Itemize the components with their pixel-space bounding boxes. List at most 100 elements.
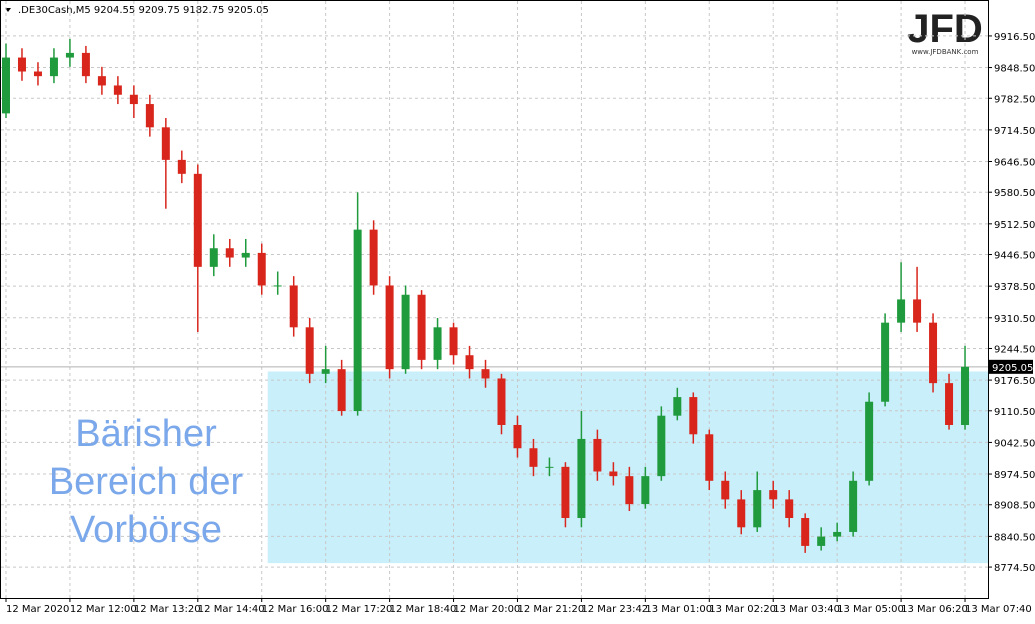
candle-body (961, 366, 970, 425)
candle-body (817, 536, 826, 546)
y-tick-label: 9848.50 (994, 64, 1035, 75)
candle-body (273, 285, 282, 287)
y-tick-label: 9042.50 (994, 438, 1035, 449)
price-tag-label: 9205.05 (992, 363, 1033, 374)
zone-label: Bereich der (49, 461, 244, 503)
zone-label: Bärisher (75, 413, 217, 455)
x-tick-label: 12 Mar 23:42 (581, 604, 648, 615)
header-arrow (5, 8, 11, 12)
x-tick-label: 12 Mar 17:20 (326, 604, 393, 615)
x-tick-label: 12 Mar 14:40 (198, 604, 265, 615)
candle-body (465, 355, 474, 370)
candle-body (97, 76, 106, 86)
candle-body (625, 476, 634, 505)
candle-body (177, 159, 186, 174)
header: .DE30Cash,M5 9204.55 9209.75 9182.75 920… (18, 5, 269, 16)
x-tick-label: 13 Mar 02:20 (709, 604, 776, 615)
candle-body (913, 299, 922, 323)
y-tick-label: 9110.50 (994, 407, 1035, 418)
zone-label: Vorbörse (70, 509, 222, 551)
candle-body (33, 71, 42, 77)
candle-body (321, 369, 330, 374)
y-tick-label: 8774.50 (994, 563, 1035, 574)
candle-body (769, 490, 778, 500)
candle-body (401, 294, 410, 370)
candle-body (801, 518, 810, 546)
candle-body (497, 378, 506, 425)
candle-body (225, 248, 234, 258)
candle-body (145, 104, 154, 128)
y-tick-label: 9176.50 (994, 376, 1035, 387)
candle-body (929, 322, 938, 384)
candle-body (193, 173, 202, 267)
x-tick-label: 13 Mar 01:00 (645, 604, 712, 615)
y-tick-label: 8840.50 (994, 532, 1035, 543)
candle-body (241, 252, 250, 258)
candle-body (849, 480, 858, 532)
x-tick-label: 12 Mar 16:00 (262, 604, 329, 615)
x-tick-label: 12 Mar 20:00 (454, 604, 521, 615)
candle-body (209, 248, 218, 267)
candle-body (369, 229, 378, 286)
candle-body (289, 285, 298, 328)
x-tick-label: 12 Mar 2020 (6, 604, 69, 615)
y-tick-label: 8974.50 (994, 470, 1035, 481)
candle-body (561, 466, 570, 519)
logo-site: www.JFDBANK.com (912, 48, 979, 56)
x-tick-label: 12 Mar 21:20 (517, 604, 584, 615)
x-tick-label: 13 Mar 07:40 (965, 604, 1032, 615)
y-tick-label: 8908.50 (994, 501, 1035, 512)
y-tick-label: 9378.50 (994, 282, 1035, 293)
candle-body (129, 94, 138, 105)
candle-body (161, 127, 170, 160)
candle-body (833, 531, 842, 537)
plot-frame (0, 0, 989, 599)
x-tick-label: 13 Mar 06:20 (901, 604, 968, 615)
y-tick-label: 9714.50 (994, 126, 1035, 137)
candle-body (657, 415, 666, 477)
candle-body (785, 499, 794, 519)
candle-body (481, 369, 490, 379)
candle-body (593, 438, 602, 472)
candle-body (545, 466, 554, 468)
candle-body (673, 397, 682, 416)
candle-body (49, 57, 58, 77)
candle-body (65, 52, 74, 58)
price-tag (989, 359, 1033, 374)
candle-body (449, 327, 458, 356)
candle-body (721, 480, 730, 500)
candle-body (945, 383, 954, 425)
y-tick-label: 9244.50 (994, 344, 1035, 355)
candle-body (257, 252, 266, 286)
candle-body (337, 369, 346, 412)
candle-body (881, 322, 890, 402)
candle-body (705, 434, 714, 481)
candle-body (17, 57, 26, 72)
candle-body (417, 294, 426, 360)
candle-body (113, 85, 122, 95)
candle-body (609, 471, 618, 477)
candle-body (1, 57, 10, 114)
x-tick-label: 13 Mar 03:40 (773, 604, 840, 615)
candle-body (865, 401, 874, 481)
y-tick-label: 9310.50 (994, 314, 1035, 325)
candle-body (433, 327, 442, 360)
candle-body (385, 285, 394, 370)
candle-body (641, 476, 650, 505)
candle-body (305, 327, 314, 374)
x-tick-label: 13 Mar 05:00 (837, 604, 904, 615)
candle-body (897, 299, 906, 323)
x-tick-label: 12 Mar 12:00 (70, 604, 137, 615)
y-tick-label: 9782.50 (994, 94, 1035, 105)
candle-body (353, 229, 362, 412)
candle-body (81, 52, 90, 77)
y-tick-label: 9512.50 (994, 220, 1035, 231)
candle-body (753, 490, 762, 528)
y-tick-label: 9580.50 (994, 188, 1035, 199)
candle-body (513, 424, 522, 449)
y-tick-label: 9646.50 (994, 158, 1035, 169)
candle-body (529, 448, 538, 467)
y-tick-label: 9916.50 (994, 32, 1035, 43)
candle-body (577, 438, 586, 519)
